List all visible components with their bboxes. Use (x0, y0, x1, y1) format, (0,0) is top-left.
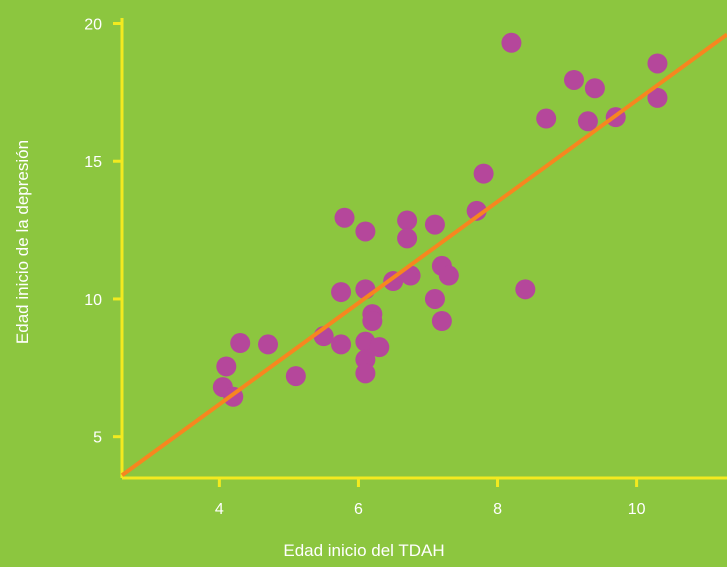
data-point (331, 282, 352, 303)
data-points (212, 32, 668, 407)
data-point (424, 288, 445, 309)
data-point (501, 32, 522, 53)
y-tick-label: 20 (84, 17, 102, 34)
data-point (424, 214, 445, 235)
x-ticks: 4 6 8 10 (215, 478, 646, 518)
x-tick-label: 4 (215, 501, 224, 518)
data-point (258, 334, 279, 355)
data-point (362, 310, 383, 331)
x-tick-label: 8 (493, 501, 502, 518)
data-point (355, 363, 376, 384)
data-point (431, 310, 452, 331)
data-point (473, 163, 494, 184)
data-point (515, 279, 536, 300)
y-ticks: 5 10 15 20 (84, 17, 122, 447)
data-point (397, 228, 418, 249)
regression-line (120, 32, 727, 477)
data-point (647, 87, 668, 108)
x-axis: 4 6 8 10 (122, 476, 727, 518)
data-point (355, 349, 376, 370)
data-point (331, 334, 352, 355)
data-point (369, 337, 390, 358)
data-point (577, 111, 598, 132)
data-point (334, 207, 355, 228)
y-axis: 5 10 15 20 (84, 17, 124, 478)
x-axis-title: Edad inicio del TDAH (283, 541, 444, 560)
x-tick-label: 10 (628, 501, 646, 518)
data-point (285, 366, 306, 387)
data-point (647, 53, 668, 74)
data-point (355, 221, 376, 242)
data-point (466, 200, 487, 221)
y-axis-title: Edad inicio de la depresión (13, 140, 32, 344)
x-tick-label: 6 (354, 501, 363, 518)
data-point (564, 69, 585, 90)
data-point (230, 333, 251, 354)
y-tick-label: 10 (84, 292, 102, 309)
data-point (397, 210, 418, 231)
data-point (216, 356, 237, 377)
data-point (584, 78, 605, 99)
data-point (438, 265, 459, 286)
y-tick-label: 5 (93, 430, 102, 447)
y-tick-label: 15 (84, 154, 102, 171)
data-point (536, 108, 557, 129)
